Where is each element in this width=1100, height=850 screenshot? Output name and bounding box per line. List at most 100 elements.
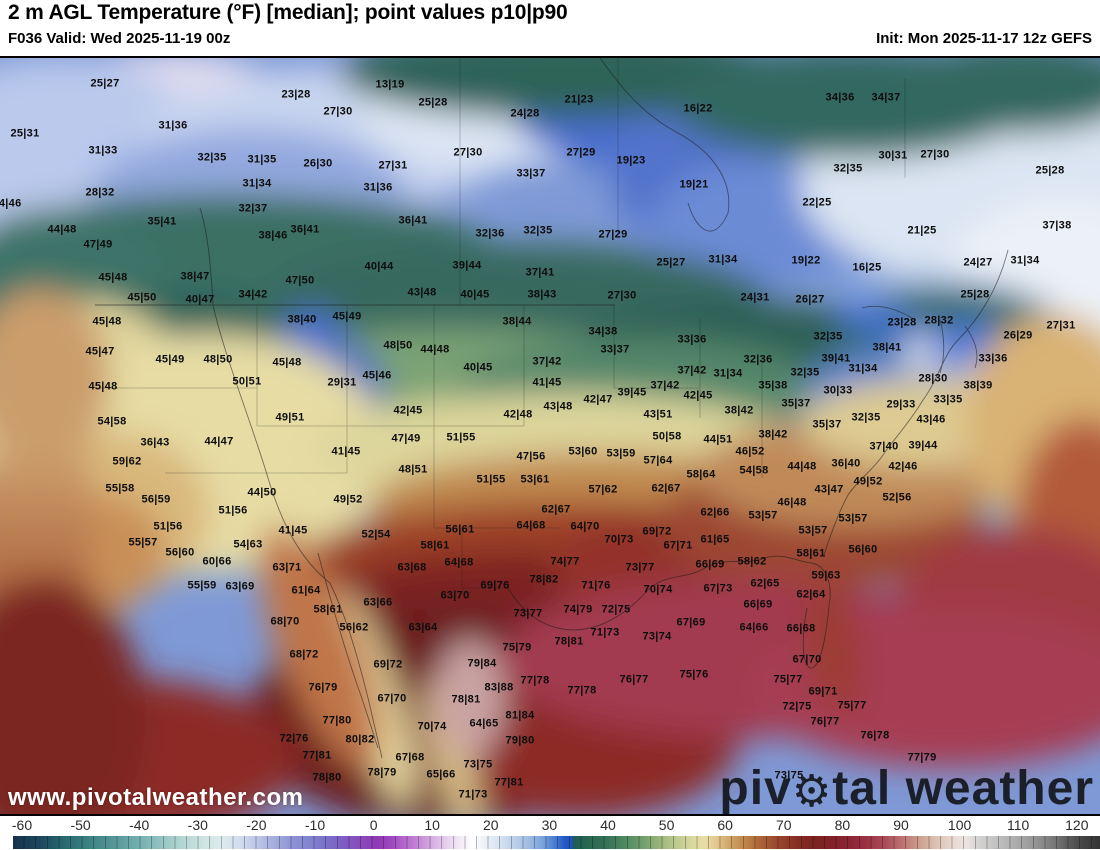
point-value: 39|41: [821, 352, 851, 365]
point-value: 30|33: [823, 384, 853, 397]
colorbar-tick-label: -20: [246, 817, 267, 833]
point-value: 38|44: [502, 315, 532, 328]
point-value: 40|45: [463, 361, 493, 374]
point-value: 27|30: [323, 105, 353, 118]
point-value: 45|48: [272, 356, 302, 369]
colorbar-tick-label: 110: [1007, 817, 1030, 833]
point-value: 19|21: [679, 178, 709, 191]
point-value: 57|62: [588, 483, 618, 496]
point-value: 63|64: [408, 621, 438, 634]
point-value: 67|73: [703, 582, 733, 595]
point-value: 63|68: [397, 561, 427, 574]
colorbar-tick-label: 120: [1065, 817, 1089, 833]
point-value: 44|46: [0, 197, 22, 210]
colorbar-tick-label: 50: [658, 817, 675, 833]
point-value: 44|48: [420, 343, 450, 356]
point-value: 50|51: [232, 375, 262, 388]
point-value: 13|19: [375, 78, 405, 91]
point-value: 77|78: [567, 684, 597, 697]
point-value: 45|46: [362, 369, 392, 382]
point-value: 48|50: [203, 353, 233, 366]
point-value: 24|31: [740, 291, 770, 304]
point-value: 37|41: [525, 266, 555, 279]
point-value: 72|75: [782, 700, 812, 713]
point-value: 34|36: [825, 91, 855, 104]
point-value: 53|57: [798, 524, 828, 537]
point-value: 44|51: [703, 433, 733, 446]
point-value: 36|41: [398, 214, 428, 227]
point-value: 67|70: [377, 692, 407, 705]
point-value: 22|25: [802, 196, 832, 209]
point-value: 42|48: [503, 408, 533, 421]
colorbar-gradient: [13, 836, 1100, 849]
point-value: 76|78: [860, 729, 890, 742]
colorbar-tick-label: -10: [304, 817, 326, 833]
point-value: 53|57: [748, 509, 778, 522]
point-value: 66|68: [786, 622, 816, 635]
point-value: 80|82: [345, 733, 375, 746]
point-value: 67|71: [663, 539, 693, 552]
point-value: 47|49: [83, 238, 113, 251]
point-value: 45|48: [92, 315, 122, 328]
point-value: 55|58: [105, 482, 135, 495]
point-value: 26|29: [1003, 329, 1033, 342]
point-value: 72|76: [279, 732, 309, 745]
point-value: 32|37: [238, 202, 268, 215]
point-value: 44|47: [204, 435, 234, 448]
watermark-url[interactable]: www.pivotalweather.com: [8, 784, 304, 811]
point-value: 49|51: [275, 411, 305, 424]
page-title: 2 m AGL Temperature (°F) [median]; point…: [8, 1, 568, 24]
point-value: 70|73: [604, 533, 634, 546]
point-value: 57|64: [643, 454, 673, 467]
point-value: 24|28: [510, 107, 540, 120]
point-value: 43|51: [643, 408, 673, 421]
point-value: 35|37: [781, 397, 811, 410]
point-value: 31|36: [363, 181, 393, 194]
point-value: 62|67: [541, 503, 571, 516]
point-value: 75|77: [773, 673, 803, 686]
point-value: 31|34: [1010, 254, 1040, 267]
point-value: 27|30: [453, 146, 483, 159]
point-value: 21|23: [564, 93, 594, 106]
point-value: 53|60: [568, 445, 598, 458]
point-value: 27|29: [598, 228, 628, 241]
point-value: 58|61: [796, 547, 826, 560]
colorbar-tick-label: 70: [776, 817, 792, 833]
point-value: 77|80: [322, 714, 352, 727]
point-value: 64|70: [570, 520, 600, 533]
point-value: 32|35: [833, 162, 863, 175]
point-value: 65|66: [426, 768, 456, 781]
point-value: 54|58: [97, 415, 127, 428]
point-value: 33|36: [978, 352, 1008, 365]
point-value: 51|56: [153, 520, 183, 533]
colorbar-tick-label: 0: [369, 817, 378, 833]
point-value: 39|44: [908, 439, 938, 452]
colorbar-tick-label: -60: [11, 817, 33, 833]
point-value: 64|65: [469, 717, 499, 730]
point-value: 45|47: [85, 345, 115, 358]
point-value: 46|48: [777, 496, 807, 509]
point-value: 78|81: [451, 693, 481, 706]
point-value: 31|34: [713, 367, 743, 380]
point-value: 16|25: [852, 261, 882, 274]
colorbar-tick-label: 30: [541, 817, 558, 833]
point-value: 41|45: [331, 445, 361, 458]
point-value: 63|70: [440, 589, 470, 602]
point-value: 23|28: [281, 88, 311, 101]
colorbar-tick-label: 100: [947, 817, 972, 833]
point-value: 46|52: [735, 445, 765, 458]
point-value: 38|47: [180, 270, 210, 283]
point-value: 33|37: [600, 343, 630, 356]
point-value: 52|56: [882, 491, 912, 504]
point-value: 59|63: [811, 569, 841, 582]
point-value: 27|29: [566, 146, 596, 159]
point-value: 32|35: [813, 330, 843, 343]
point-value: 71|76: [581, 579, 611, 592]
point-value: 38|46: [258, 229, 288, 242]
point-value: 70|74: [417, 720, 447, 733]
point-value: 58|64: [686, 468, 716, 481]
point-value: 58|61: [313, 603, 343, 616]
point-value: 34|42: [238, 288, 268, 301]
point-value: 61|65: [700, 533, 730, 546]
point-value: 77|81: [302, 749, 332, 762]
